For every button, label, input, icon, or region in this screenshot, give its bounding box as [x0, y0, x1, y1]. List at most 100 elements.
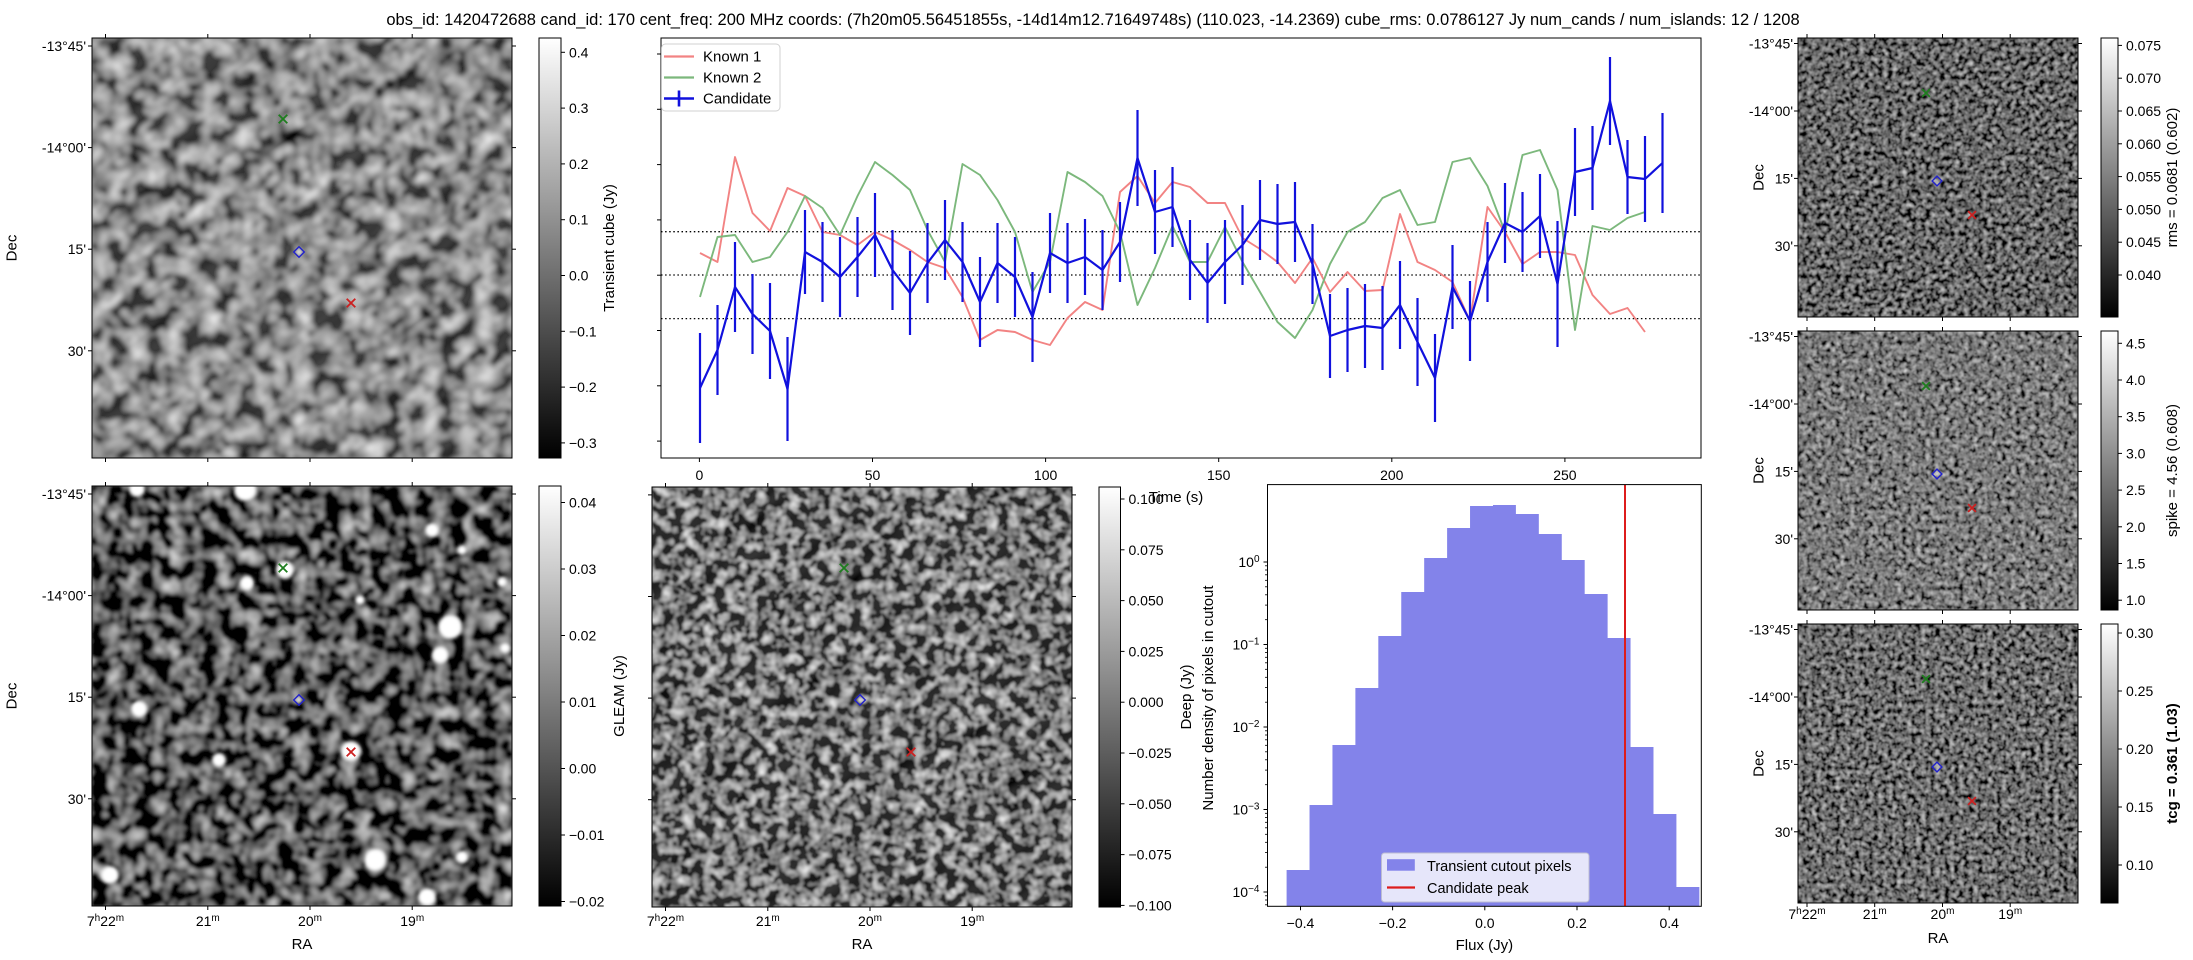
svg-text:Time (s): Time (s): [1149, 489, 1203, 506]
svg-text:−0.2: −0.2: [1379, 915, 1407, 931]
svg-text:15': 15': [1775, 756, 1793, 772]
svg-text:19m​: 19m​: [400, 913, 424, 929]
svg-text:50: 50: [865, 467, 881, 483]
svg-text:30': 30': [1775, 238, 1793, 254]
svg-text:0.050: 0.050: [2126, 201, 2161, 217]
svg-text:RA: RA: [852, 936, 873, 953]
svg-text:−0.3: −0.3: [569, 435, 597, 451]
svg-text:−0.2: −0.2: [569, 379, 597, 395]
svg-text:0.2: 0.2: [569, 156, 589, 172]
svg-text:0.4: 0.4: [569, 44, 589, 60]
svg-text:-13°45': -13°45': [1749, 622, 1793, 638]
svg-text:0.070: 0.070: [2126, 70, 2161, 86]
svg-text:-14°00': -14°00': [42, 588, 86, 604]
svg-text:7h​22m​: 7h​22m​: [1788, 906, 1825, 922]
svg-text:15': 15': [1775, 170, 1793, 186]
svg-text:0.0: 0.0: [569, 268, 589, 284]
svg-text:-13°45': -13°45': [1749, 329, 1793, 345]
svg-text:Known 1: Known 1: [703, 49, 761, 66]
svg-text:2.5: 2.5: [2126, 482, 2146, 498]
svg-text:4.0: 4.0: [2126, 372, 2146, 388]
svg-text:−0.4: −0.4: [1287, 915, 1315, 931]
svg-text:15': 15': [68, 689, 86, 705]
svg-text:0.2: 0.2: [1567, 915, 1587, 931]
svg-text:0.0: 0.0: [1475, 915, 1495, 931]
svg-text:19m​: 19m​: [960, 913, 984, 929]
svg-text:200: 200: [1380, 467, 1404, 483]
svg-text:3.0: 3.0: [2126, 445, 2146, 461]
svg-text:0.20: 0.20: [2126, 741, 2153, 757]
svg-text:20m​: 20m​: [858, 913, 882, 929]
svg-text:0.30: 0.30: [2126, 625, 2153, 641]
svg-text:4.5: 4.5: [2126, 335, 2146, 351]
svg-text:Deep (Jy): Deep (Jy): [1178, 664, 1195, 729]
svg-text:spike = 4.56 (0.608): spike = 4.56 (0.608): [2164, 404, 2181, 537]
svg-text:0.25: 0.25: [2126, 683, 2153, 699]
svg-text:0.1: 0.1: [569, 212, 589, 228]
svg-text:0.075: 0.075: [2126, 37, 2161, 53]
svg-text:0.000: 0.000: [1129, 694, 1164, 710]
svg-text:0.00: 0.00: [569, 761, 596, 777]
svg-text:0.03: 0.03: [569, 561, 596, 577]
svg-text:0.4: 0.4: [1659, 915, 1679, 931]
svg-text:0.100: 0.100: [1129, 491, 1164, 507]
svg-text:1.5: 1.5: [2126, 556, 2146, 572]
svg-text:0.045: 0.045: [2126, 234, 2161, 250]
svg-text:-13°45': -13°45': [42, 486, 86, 502]
svg-text:−0.01: −0.01: [569, 827, 605, 843]
svg-text:−0.1: −0.1: [569, 323, 597, 339]
svg-text:1.0: 1.0: [2126, 592, 2146, 608]
svg-text:−0.100: −0.100: [1129, 897, 1172, 913]
svg-text:Dec: Dec: [4, 234, 21, 261]
svg-text:obs_id: 1420472688 cand_id: 17: obs_id: 1420472688 cand_id: 170 cent_fre…: [386, 11, 1799, 29]
svg-text:21m​: 21m​: [1863, 906, 1887, 922]
svg-text:Flux (Jy): Flux (Jy): [1456, 937, 1514, 954]
svg-text:20m​: 20m​: [1931, 906, 1955, 922]
svg-text:15': 15': [68, 241, 86, 257]
svg-text:Number density of pixels in cu: Number density of pixels in cutout: [1200, 585, 1217, 811]
svg-text:-14°00': -14°00': [1749, 103, 1793, 119]
svg-text:Transient cutout pixels: Transient cutout pixels: [1427, 859, 1572, 875]
svg-text:0.04: 0.04: [569, 495, 596, 511]
svg-text:-13°45': -13°45': [1749, 36, 1793, 52]
svg-text:0.065: 0.065: [2126, 103, 2161, 119]
svg-text:0.01: 0.01: [569, 694, 596, 710]
svg-text:Dec: Dec: [4, 682, 21, 709]
svg-text:0.3: 0.3: [569, 100, 589, 116]
svg-text:0.02: 0.02: [569, 628, 596, 644]
svg-text:−0.02: −0.02: [569, 894, 605, 910]
svg-text:RA: RA: [1928, 930, 1949, 947]
svg-text:−0.050: −0.050: [1129, 796, 1172, 812]
svg-text:0.10: 0.10: [2126, 857, 2153, 873]
svg-text:21m​: 21m​: [196, 913, 220, 929]
svg-text:2.0: 2.0: [2126, 519, 2146, 535]
svg-text:250: 250: [1553, 467, 1577, 483]
svg-text:−0.025: −0.025: [1129, 745, 1172, 761]
svg-text:0.060: 0.060: [2126, 136, 2161, 152]
svg-text:Candidate peak: Candidate peak: [1427, 881, 1529, 897]
svg-text:21m​: 21m​: [756, 913, 780, 929]
svg-text:15': 15': [1775, 463, 1793, 479]
svg-text:RA: RA: [292, 936, 313, 953]
svg-text:150: 150: [1207, 467, 1231, 483]
svg-text:0.025: 0.025: [1129, 643, 1164, 659]
svg-text:100: 100: [1034, 467, 1058, 483]
svg-text:tcg = 0.361 (1.03): tcg = 0.361 (1.03): [2164, 703, 2181, 823]
svg-text:Dec: Dec: [1751, 164, 1768, 191]
svg-text:19m​: 19m​: [1998, 906, 2022, 922]
svg-text:Dec: Dec: [1751, 750, 1768, 777]
svg-text:0.050: 0.050: [1129, 593, 1164, 609]
svg-text:3.5: 3.5: [2126, 409, 2146, 425]
svg-text:30': 30': [1775, 531, 1793, 547]
svg-text:20m​: 20m​: [298, 913, 322, 929]
svg-text:Dec: Dec: [1751, 457, 1768, 484]
svg-text:7h​22m​: 7h​22m​: [647, 913, 684, 929]
svg-text:−0.075: −0.075: [1129, 847, 1172, 863]
svg-text:-14°00': -14°00': [42, 140, 86, 156]
svg-text:Known 2: Known 2: [703, 70, 761, 87]
svg-text:Transient cube (Jy): Transient cube (Jy): [601, 184, 618, 312]
svg-text:Candidate: Candidate: [703, 91, 771, 108]
svg-text:30': 30': [1775, 824, 1793, 840]
svg-text:-14°00': -14°00': [1749, 396, 1793, 412]
svg-text:7h​22m​: 7h​22m​: [87, 913, 124, 929]
